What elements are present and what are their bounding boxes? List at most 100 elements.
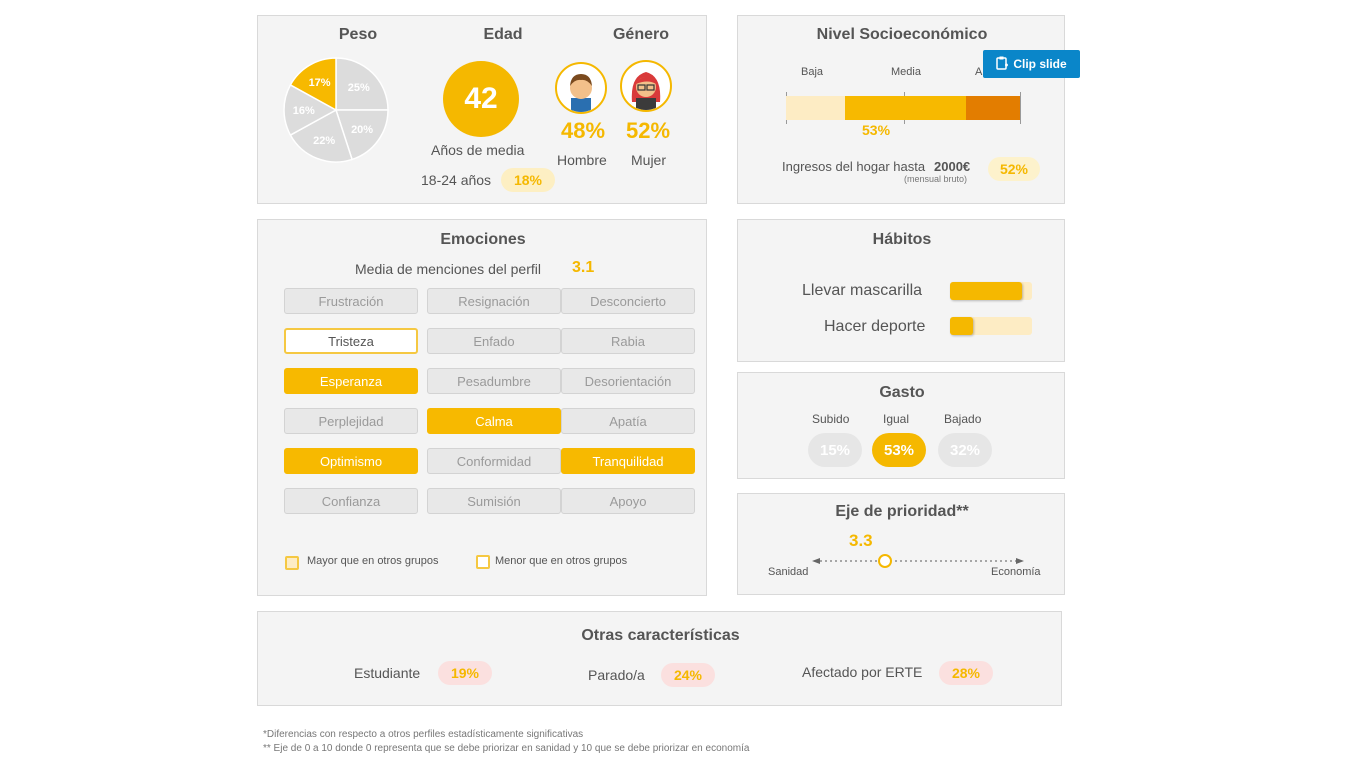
nse-title: Nivel Socioeconómico [816,26,988,43]
emotion-chip: Apoyo [561,488,695,514]
otras-panel: Otras características Estudiante 19% Par… [257,611,1062,706]
habitos-panel: Hábitos Llevar mascarilla Hacer deporte [737,219,1065,362]
clip-slide-button[interactable]: Clip slide [983,50,1080,78]
priority-axis [812,558,1024,564]
emotion-chip: Optimismo [284,448,418,474]
habit-label-deporte: Hacer deporte [824,318,926,335]
otras-label-parado: Parado/a [588,667,645,683]
income-note: (mensual bruto) [904,174,968,184]
pie-slice-3 [283,83,338,137]
nse-segment-0 [786,96,845,120]
nse-stacked-bar [786,96,1020,120]
emotion-chip: Sumisión [427,488,561,514]
nse-bar-pct: 53% [862,122,891,138]
income-pct: 52% [988,157,1040,181]
otras-label-estudiante: Estudiante [354,665,421,681]
clipboard-plus-icon [996,56,1009,73]
gasto-value-bajado: 32% [938,433,992,467]
male-label: Hombre [557,152,607,168]
gasto-panel: Gasto Subido Igual Bajado 15% 53% 32% [737,372,1065,479]
emotion-chip: Pesadumbre [427,368,561,394]
nse-label-baja: Baja [801,66,824,78]
pie-label-0: 25% [348,82,370,94]
otras-title: Otras características [581,627,740,644]
emotion-chip: Resignación [427,288,561,314]
age-range-label: 18-24 años [421,172,492,188]
emotion-chip: Confianza [284,488,418,514]
otras-label-erte: Afectado por ERTE [802,664,923,680]
pie-label-4: 17% [309,77,331,89]
emotion-chip: Perplejidad [284,408,418,434]
prioridad-panel: Eje de prioridad** 3.3 Sanidad Economía [737,493,1065,595]
pie-slice-1 [334,109,389,161]
habit-fill-deporte [950,317,973,335]
habit-bar-mascarilla [950,282,1032,300]
prioridad-title: Eje de prioridad** [835,503,969,520]
age-range-pct: 18% [501,168,555,192]
emotion-chip: Rabia [561,328,695,354]
emotion-chip: Desorientación [561,368,695,394]
legend-more-swatch [285,556,299,570]
emociones-title: Emociones [440,231,526,248]
nse-segment-2 [966,96,1020,120]
prioridad-right-label: Economía [991,566,1041,578]
emotion-chip: Tranquilidad [561,448,695,474]
genero-title: Género [612,26,669,43]
male-pct: 48% [561,118,606,143]
footnote-1: *Diferencias con respecto a otros perfil… [263,729,584,740]
age-value-circle: 42 [443,61,519,137]
female-label: Mujer [631,152,667,168]
legend-less-label: Menor que en otros grupos [495,555,628,567]
prioridad-left-label: Sanidad [768,566,809,578]
emotion-chip: Desconcierto [561,288,695,314]
nse-panel: Nivel Socioeconómico Baja Media Alta 53%… [737,15,1065,204]
peso-title: Peso [338,26,378,43]
gasto-value-subido: 15% [808,433,862,467]
nse-segment-1 [844,96,967,120]
legend-more-label: Mayor que en otros grupos [307,555,439,567]
edad-title: Edad [483,26,523,43]
emotion-chip: Tristeza [284,328,418,354]
emotion-chip: Esperanza [284,368,418,394]
pie-label-2: 22% [313,135,335,147]
peso-pie-chart: 25% 20% 22% 16% 17% [283,57,389,163]
pie-label-1: 20% [351,124,373,136]
habit-label-mascarilla: Llevar mascarilla [802,282,923,299]
habitos-title: Hábitos [872,231,932,248]
pie-slice-0 [335,57,389,111]
emotion-chip: Conformidad [427,448,561,474]
gasto-label-bajado: Bajado [944,412,982,426]
otras-pct-estudiante: 19% [438,661,492,685]
income-label: Ingresos del hogar hasta [782,159,926,174]
footnote-2: ** Eje de 0 a 10 donde 0 representa que … [263,743,750,754]
pie-label-3: 16% [293,105,315,117]
legend-less-swatch [476,555,490,569]
otras-pct-erte: 28% [939,661,993,685]
mentions-label: Media de menciones del perfil [355,261,541,277]
nse-tick-end [1020,92,1021,124]
emotion-chip: Calma [427,408,561,434]
nse-label-media: Media [891,66,921,78]
emotion-chip: Apatía [561,408,695,434]
priority-marker [877,554,892,568]
female-pct: 52% [626,118,671,143]
pie-slice-4 [289,57,337,112]
mentions-value: 3.1 [572,259,595,276]
gasto-label-subido: Subido [812,412,850,426]
emotion-chip: Enfado [427,328,561,354]
pie-slice-2 [289,108,354,163]
prioridad-value: 3.3 [849,531,873,550]
emotion-chip: Frustración [284,288,418,314]
income-value: 2000€ [934,159,971,174]
female-avatar-icon [620,60,672,112]
otras-pct-parado: 24% [661,663,715,687]
gasto-label-igual: Igual [883,412,910,426]
gasto-title: Gasto [879,384,925,401]
gasto-value-igual: 53% [872,433,926,467]
clip-slide-label: Clip slide [1013,57,1067,71]
habit-fill-mascarilla [950,282,1022,300]
male-avatar-icon [555,62,607,114]
age-caption: Años de media [431,142,525,158]
emociones-panel: Emociones Media de menciones del perfil … [257,219,707,596]
demographics-panel: Peso Edad Género 25% 20% 22% 16% 17% 42 Años… [257,15,707,204]
